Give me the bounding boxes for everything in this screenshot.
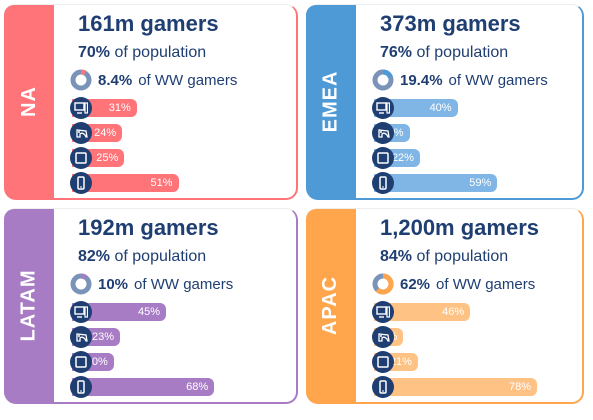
population-line: 70% of population — [78, 44, 206, 62]
tablet-icon — [70, 147, 92, 169]
bar-value-label: 59% — [469, 177, 492, 189]
ww-share-line: 62% of WW gamers — [372, 271, 535, 297]
population-line: 82% of population — [78, 248, 206, 266]
region-label: EMEA — [319, 70, 342, 133]
smartphone-icon — [70, 376, 92, 398]
region-card-emea: EMEA 373m gamers 76% of population 19.4%… — [306, 4, 584, 200]
console-icon — [372, 326, 394, 348]
console-icon — [70, 122, 92, 144]
bar-value-label: 68% — [186, 381, 209, 393]
device-bar: 78% — [374, 378, 538, 396]
region-tab: EMEA — [306, 5, 356, 198]
donut-share-arc — [372, 69, 394, 91]
ww-pct: 8.4% — [98, 71, 133, 89]
pc-icon — [372, 97, 394, 119]
ww-text: of WW gamers — [138, 71, 238, 89]
donut-track — [70, 69, 92, 91]
region-label: LATAM — [17, 269, 40, 342]
device-bar: 68% — [72, 378, 215, 396]
region-tab: NA — [4, 5, 54, 198]
ww-text: of WW gamers — [436, 275, 536, 293]
ww-share-donut — [372, 273, 394, 295]
ww-pct: 19.4% — [400, 71, 443, 89]
donut-share-arc — [372, 273, 394, 295]
population-pct: 70% — [78, 44, 111, 61]
tablet-icon — [372, 351, 394, 373]
smartphone-icon — [372, 376, 394, 398]
bar-value-label: 21% — [389, 356, 412, 368]
device-bar: 46% — [374, 303, 471, 321]
population-pct: 76% — [380, 44, 413, 61]
region-label: APAC — [319, 275, 342, 336]
population-line: 76% of population — [380, 44, 508, 62]
tablet-icon — [372, 147, 394, 169]
pc-icon — [70, 97, 92, 119]
region-tab: LATAM — [4, 209, 54, 402]
smartphone-icon — [70, 172, 92, 194]
ww-share-donut — [70, 69, 92, 91]
gamers-headline: 373m gamers — [380, 11, 521, 36]
population-pct: 82% — [78, 248, 111, 265]
bar-value-label: 24% — [94, 127, 117, 139]
population-text: of population — [416, 44, 509, 61]
region-label: NA — [17, 86, 40, 117]
gamers-headline: 192m gamers — [78, 215, 219, 240]
region-card-apac: APAC 1,200m gamers 84% of population 62%… — [306, 208, 584, 404]
bar-value-label: 46% — [442, 306, 465, 318]
population-text: of population — [114, 248, 207, 265]
smartphone-icon — [372, 172, 394, 194]
bar-value-label: 45% — [138, 306, 161, 318]
device-bar: 45% — [72, 303, 167, 321]
ww-share-line: 8.4% of WW gamers — [70, 67, 237, 93]
tablet-icon — [70, 351, 92, 373]
pc-icon — [372, 301, 394, 323]
ww-share-line: 19.4% of WW gamers — [372, 67, 548, 93]
region-tab: APAC — [306, 209, 356, 402]
bar-value-label: 31% — [108, 102, 131, 114]
ww-share-line: 10% of WW gamers — [70, 271, 233, 297]
donut-share-arc — [70, 273, 92, 295]
bar-value-label: 22% — [391, 152, 414, 164]
gamers-headline: 161m gamers — [78, 11, 219, 36]
bar-value-label: 40% — [429, 102, 452, 114]
population-pct: 84% — [380, 248, 413, 265]
ww-pct: 10% — [98, 275, 129, 293]
device-bar: 59% — [374, 174, 498, 192]
device-bar: 51% — [72, 174, 179, 192]
bar-value-label: 51% — [150, 177, 173, 189]
bar-value-label: 78% — [508, 381, 532, 393]
device-bar: 40% — [374, 99, 458, 117]
ww-share-donut — [70, 273, 92, 295]
console-icon — [372, 122, 394, 144]
donut-share-arc — [70, 69, 92, 91]
population-text: of population — [114, 44, 207, 61]
population-text: of population — [416, 248, 509, 265]
ww-pct: 62% — [400, 275, 431, 293]
bar-value-label: 25% — [96, 152, 119, 164]
console-icon — [70, 326, 92, 348]
ww-share-donut — [372, 69, 394, 91]
pc-icon — [70, 301, 92, 323]
bar-value-label: 23% — [92, 331, 115, 343]
gamers-headline: 1,200m gamers — [380, 215, 539, 240]
region-card-na: NA 161m gamers 70% of population 8.4% of … — [4, 4, 298, 200]
ww-text: of WW gamers — [134, 275, 234, 293]
ww-text: of WW gamers — [448, 71, 548, 89]
region-card-latam: LATAM 192m gamers 82% of population 10% o… — [4, 208, 298, 404]
population-line: 84% of population — [380, 248, 508, 266]
